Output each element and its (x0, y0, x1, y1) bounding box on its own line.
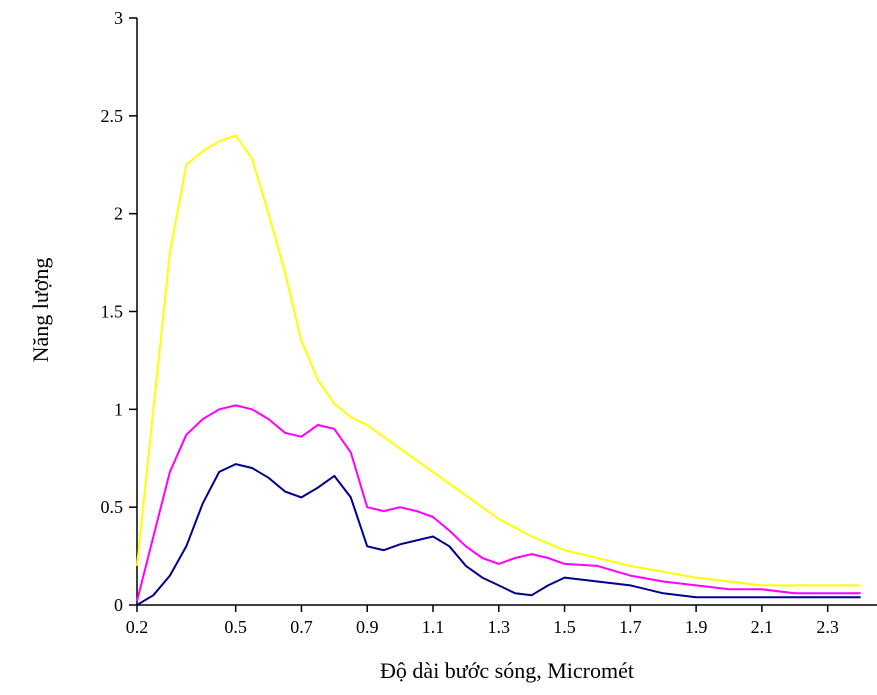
x-tick-label: 1.7 (619, 617, 642, 637)
navy-series-line (136, 463, 861, 606)
magenta-series-line (136, 404, 861, 602)
y-tick-label: 0 (114, 595, 123, 615)
y-tick-label: 0.5 (101, 497, 124, 517)
y-tick-label: 3 (114, 8, 123, 28)
x-tick-label: 0.2 (126, 617, 149, 637)
y-tick-label: 2 (114, 204, 123, 224)
yellow-series-line (136, 134, 861, 587)
x-tick-label: 1.1 (422, 617, 445, 637)
y-tick-label: 2.5 (101, 106, 124, 126)
x-tick-label: 0.7 (290, 617, 313, 637)
axes (136, 18, 877, 606)
series-lines (136, 134, 861, 606)
ticks: 0 0.5 1 1.5 2 2.5 3 0.2 0.5 0.7 0.9 1.1 1.3 1.5 1.7 1.9… (101, 8, 839, 637)
x-tick-label: 0.9 (356, 617, 379, 637)
x-tick-label: 2.1 (751, 617, 774, 637)
y-axis-label: Năng lượng (28, 258, 53, 363)
x-tick-label: 1.5 (553, 617, 576, 637)
x-tick-label: 1.3 (488, 617, 511, 637)
y-tick-label: 1.5 (101, 302, 124, 322)
y-tick-label: 1 (114, 399, 123, 419)
x-tick-label: 0.5 (224, 617, 247, 637)
x-tick-label: 1.9 (685, 617, 708, 637)
x-axis-label: Độ dài bước sóng, Micromét (380, 658, 634, 683)
x-tick-label: 2.3 (816, 617, 839, 637)
